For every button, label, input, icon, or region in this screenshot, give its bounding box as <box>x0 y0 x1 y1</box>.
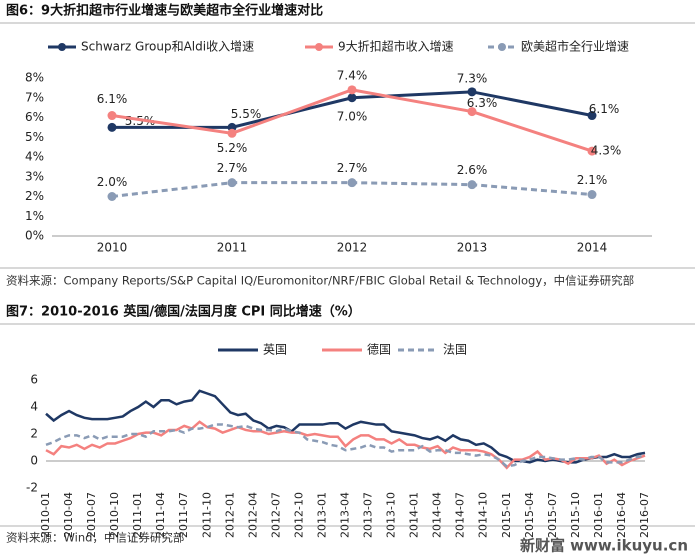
legend-marker <box>315 43 323 51</box>
x-tick-label: 2015-01 <box>500 492 513 538</box>
point <box>587 146 597 156</box>
x-tick-label: 2012-10 <box>292 492 305 538</box>
series-line <box>45 423 646 468</box>
x-tick-label: 2013-10 <box>385 492 398 538</box>
data-label: 2.0% <box>97 175 128 189</box>
series-line <box>45 389 646 464</box>
legend-label: 英国 <box>263 343 287 357</box>
watermark: 新财富 www.ikuyu.cn <box>520 537 688 555</box>
series-line <box>45 420 646 470</box>
x-tick-label: 2016-04 <box>615 492 628 538</box>
x-tick-label: 2015-10 <box>569 492 582 538</box>
data-label: 5.2% <box>217 141 248 155</box>
data-label: 5.5% <box>231 107 262 121</box>
data-label: 6.3% <box>467 96 498 110</box>
x-tick-label: 2013 <box>457 241 488 255</box>
point <box>227 178 237 188</box>
x-tick-label: 2011-01 <box>131 492 144 538</box>
x-tick-label: 2013-04 <box>339 492 352 538</box>
y-tick-label: 6% <box>25 110 44 124</box>
source: 资料来源：Company Reports/S&P Capital IQ/Euro… <box>6 274 634 288</box>
data-label: 2.6% <box>457 163 488 177</box>
x-tick-label: 2014-04 <box>431 492 444 538</box>
legend-label: 法国 <box>443 343 467 357</box>
legend-label: Schwarz Group和Aldi收入增速 <box>81 40 254 54</box>
x-tick-label: 2014 <box>577 241 608 255</box>
legend-marker <box>58 43 66 51</box>
x-tick-label: 2014-10 <box>477 492 490 538</box>
x-tick-label: 2013-01 <box>315 492 328 538</box>
y-tick-label: 5% <box>25 130 44 144</box>
x-tick-label: 2013-07 <box>362 492 375 538</box>
x-tick-label: 2010-10 <box>108 492 121 538</box>
data-label: 6.1% <box>589 102 620 116</box>
point <box>347 85 357 95</box>
x-tick-label: 2010-07 <box>85 492 98 538</box>
legend-label: 欧美超市全行业增速 <box>521 39 629 54</box>
y-tick-label: 4 <box>30 400 38 414</box>
data-label: 7.3% <box>457 71 488 85</box>
y-tick-label: 6 <box>30 373 38 387</box>
x-tick-label: 2010-01 <box>39 492 52 538</box>
y-tick-label: 2% <box>25 189 44 203</box>
point <box>107 192 117 201</box>
data-label: 6.1% <box>97 92 128 106</box>
x-tick-label: 2014-07 <box>454 492 467 538</box>
y-tick-label: 7% <box>25 90 44 104</box>
x-tick-label: 2012-07 <box>269 492 282 538</box>
y-tick-label: -2 <box>26 481 38 495</box>
x-tick-label: 2011 <box>217 241 248 255</box>
x-tick-label: 2011-10 <box>200 492 213 538</box>
point <box>467 107 477 117</box>
point <box>587 111 597 121</box>
y-tick-label: 4% <box>25 150 44 164</box>
x-tick-label: 2012-01 <box>223 492 236 538</box>
x-tick-label: 2015-07 <box>546 492 559 538</box>
source: 资料来源：Wind，中信证券研究部 <box>6 531 184 545</box>
data-label: 4.3% <box>591 144 622 158</box>
x-tick-label: 2016-01 <box>592 492 605 538</box>
figure-title: 图6：9大折扣超市行业增速与欧美超市全行业增速对比 <box>6 3 323 19</box>
y-tick-label: 0 <box>30 454 38 468</box>
y-tick-label: 0% <box>25 229 44 243</box>
point <box>347 93 357 103</box>
x-tick-label: 2016-07 <box>638 492 651 538</box>
point <box>467 180 477 190</box>
x-tick-label: 2011-04 <box>154 492 167 538</box>
x-tick-label: 2012-04 <box>246 492 259 538</box>
point <box>467 87 477 97</box>
legend-marker <box>498 43 506 51</box>
y-tick-label: 1% <box>25 209 44 223</box>
x-tick-label: 2014-01 <box>408 492 421 538</box>
figure-title: 图7：2010-2016 英国/德国/法国月度 CPI 同比增速（%） <box>6 304 361 320</box>
point <box>587 190 597 200</box>
data-label: 2.7% <box>217 161 248 175</box>
x-tick-label: 2010-04 <box>62 492 75 538</box>
data-label: 2.1% <box>577 173 608 187</box>
x-tick-label: 2015-04 <box>523 492 536 538</box>
y-tick-label: 3% <box>25 169 44 183</box>
data-label: 7.4% <box>337 68 368 82</box>
point <box>107 122 117 132</box>
data-label: 2.7% <box>337 161 368 175</box>
legend-label: 德国 <box>367 342 391 357</box>
y-tick-label: 2 <box>30 427 38 441</box>
x-tick-label: 2012 <box>337 241 368 255</box>
x-tick-label: 2010 <box>97 241 128 255</box>
point <box>227 128 237 138</box>
legend-label: 9大折扣超市收入增速 <box>338 39 454 54</box>
point <box>107 111 117 121</box>
x-tick-label: 2011-07 <box>177 492 190 538</box>
point <box>347 178 357 188</box>
y-tick-label: 8% <box>25 71 44 85</box>
data-label: 7.0% <box>337 109 368 123</box>
